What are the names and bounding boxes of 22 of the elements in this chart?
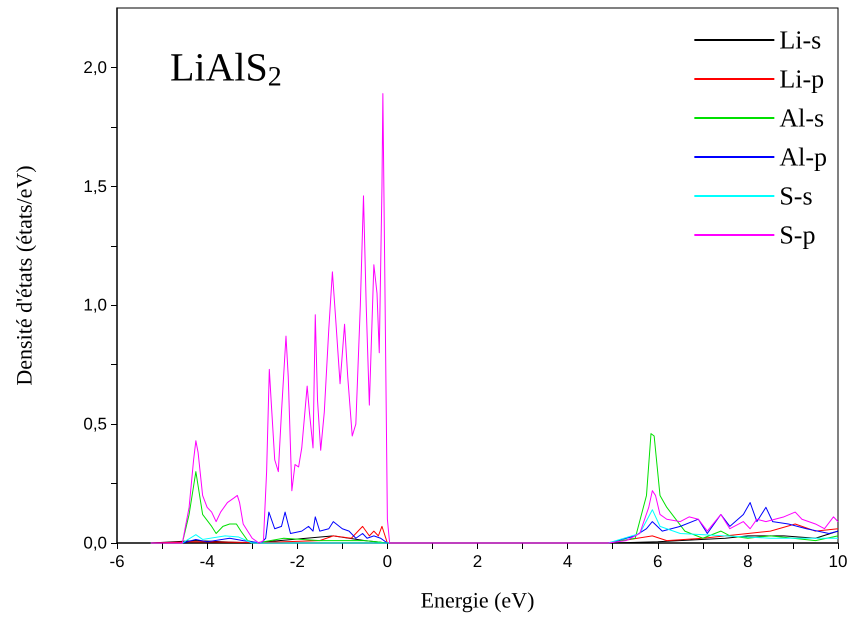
legend-label: Al-s xyxy=(779,104,824,132)
x-tick-label: 10 xyxy=(828,552,848,571)
x-tick-label: 8 xyxy=(743,552,753,571)
y-axis-title: Densité d'états (états/eV) xyxy=(12,165,36,386)
legend-label: S-s xyxy=(779,182,813,210)
legend-label: Li-s xyxy=(779,26,822,54)
y-tick-label: 2,0 xyxy=(83,58,107,77)
legend-label: Al-p xyxy=(779,142,828,172)
x-tick-label: -2 xyxy=(290,552,305,571)
y-tick-label: 0,0 xyxy=(83,534,107,552)
legend-label: S-p xyxy=(779,220,816,250)
legend-label: Li-p xyxy=(779,64,824,94)
y-tick-label: 1,0 xyxy=(83,296,107,315)
x-tick-label: 6 xyxy=(653,552,662,571)
x-tick-label: 4 xyxy=(562,552,572,571)
y-tick-label: 0,5 xyxy=(83,414,107,434)
x-axis-title: Energie (eV) xyxy=(420,588,534,612)
x-tick-label: -6 xyxy=(109,552,125,571)
x-tick-label: 2 xyxy=(472,552,482,571)
x-tick-label: 0 xyxy=(382,552,392,571)
x-tick-label: -4 xyxy=(200,552,215,571)
y-tick-label: 1,5 xyxy=(83,176,107,196)
